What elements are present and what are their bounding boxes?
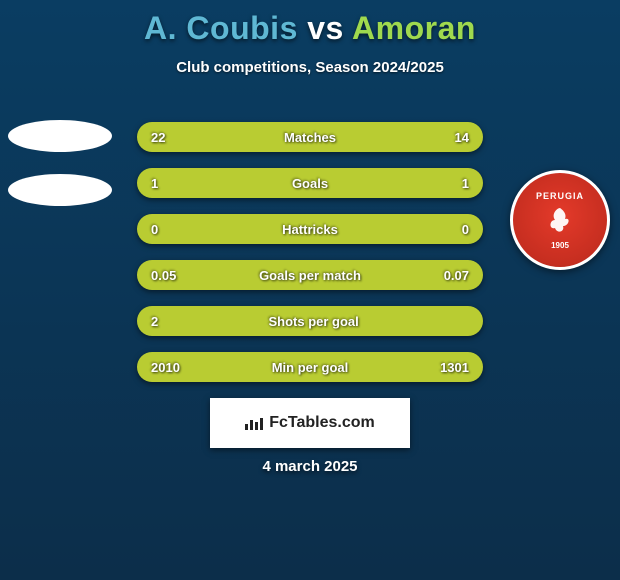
placeholder-oval-icon [8,174,112,206]
stat-player1-value: 1 [151,176,158,191]
branding-label: FcTables.com [269,414,375,432]
stat-row: 2 Shots per goal [137,306,483,336]
stat-label: Goals per match [259,268,361,283]
branding-panel[interactable]: FcTables.com [210,398,410,448]
vs-separator: vs [307,10,344,46]
griffin-icon [542,203,578,239]
stat-player1-value: 2010 [151,360,180,375]
stat-player2-value: 0.07 [444,268,469,283]
comparison-title: A. Coubis vs Amoran [0,10,620,47]
stat-row: 0.05 Goals per match 0.07 [137,260,483,290]
stat-label: Matches [284,130,336,145]
stat-row: 0 Hattricks 0 [137,214,483,244]
placeholder-oval-icon [8,120,112,152]
stat-row: 1 Goals 1 [137,168,483,198]
comparison-header: A. Coubis vs Amoran Club competitions, S… [0,0,620,82]
player1-badge-area [8,120,112,228]
stat-player2-value: 1 [462,176,469,191]
stat-player1-value: 0 [151,222,158,237]
player2-club-badge: PERUGIA 1905 [510,170,610,270]
player2-name: Amoran [352,10,476,46]
badge-year: 1905 [551,241,569,250]
competition-subtitle: Club competitions, Season 2024/2025 [0,59,620,76]
comparison-date: 4 march 2025 [262,458,357,475]
stats-table: 22 Matches 14 1 Goals 1 0 Hattricks 0 0.… [137,122,483,398]
badge-club-name: PERUGIA [536,191,584,201]
stat-player2-value: 0 [462,222,469,237]
stat-player1-value: 0.05 [151,268,176,283]
stat-label: Shots per goal [268,314,358,329]
stat-row: 22 Matches 14 [137,122,483,152]
player1-name: A. Coubis [144,10,298,46]
stat-label: Min per goal [272,360,349,375]
stat-label: Goals [292,176,328,191]
stat-player2-value: 14 [455,130,469,145]
bar-chart-icon [245,416,265,430]
stat-label: Hattricks [282,222,338,237]
stat-player1-value: 2 [151,314,158,329]
stat-player2-value: 1301 [440,360,469,375]
stat-row: 2010 Min per goal 1301 [137,352,483,382]
stat-player1-value: 22 [151,130,165,145]
